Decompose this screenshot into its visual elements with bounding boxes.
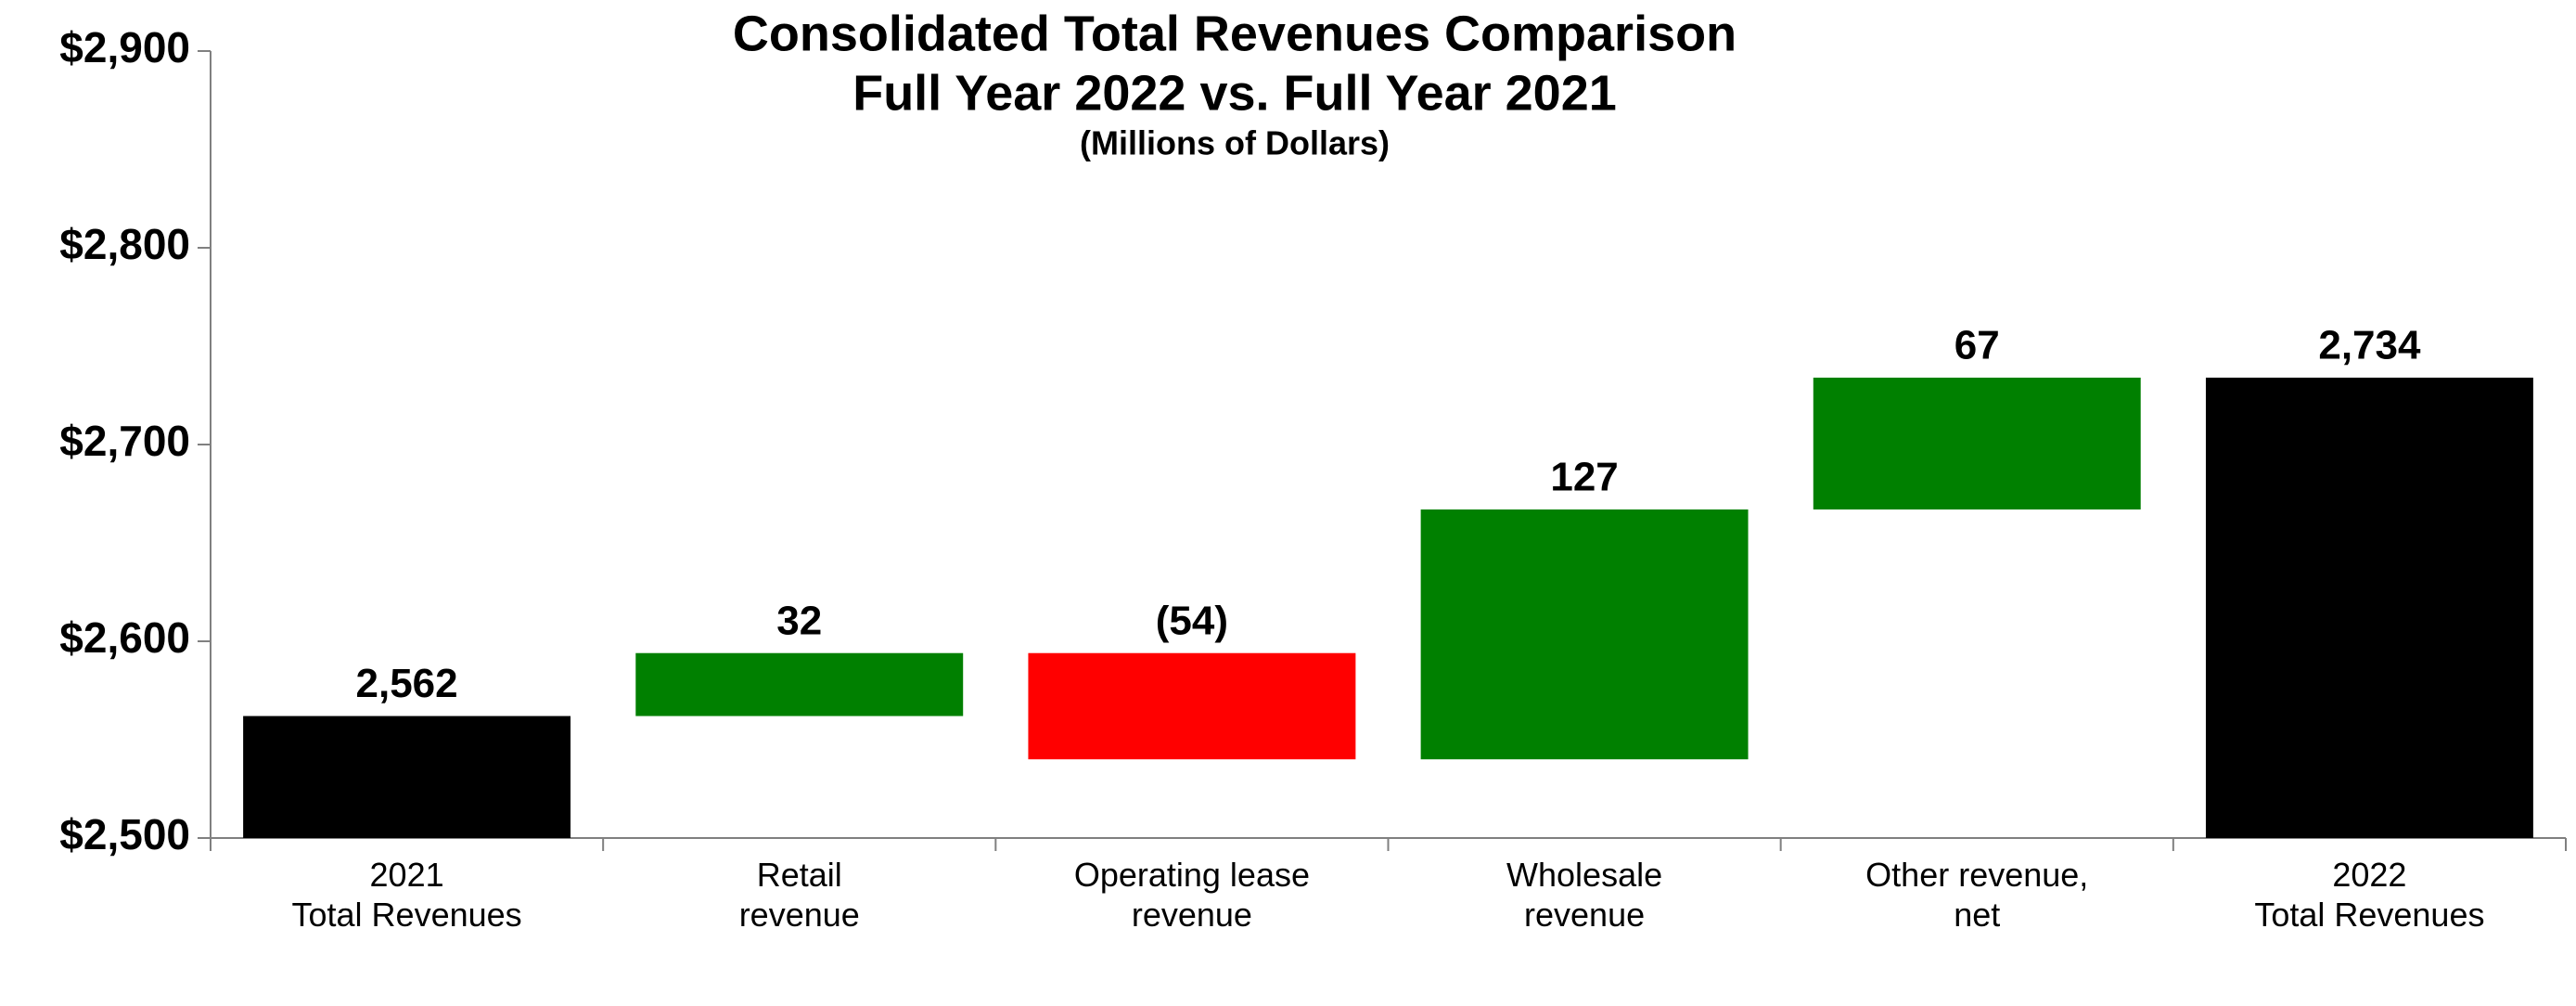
x-tick-label-line: Total Revenues [2254,896,2484,934]
x-tick-label: 2022 Total Revenues [2254,856,2484,934]
x-tick-label: Retail revenue [739,856,860,934]
y-tick-label: $2,500 [59,810,190,858]
value-label: (54) [1156,598,1228,643]
y-tick-label: $2,900 [59,23,190,71]
y-tick-label: $2,800 [59,220,190,268]
x-tick-label: Other revenue, net [1865,856,2088,934]
x-tick-label-line: 2021 [370,856,444,894]
value-label: 127 [1550,455,1618,500]
bar [635,652,964,716]
y-tick-label: $2,700 [59,417,190,465]
y-tick-label: $2,600 [59,613,190,662]
x-tick-label-line: 2022 [2332,856,2406,894]
bar [2205,377,2533,838]
value-label: 2,734 [2318,323,2421,368]
x-tick-label: Wholesale revenue [1506,856,1662,934]
x-tick-label-line: revenue [739,896,860,934]
value-label: 32 [776,598,822,643]
chart-subtitle: Full Year 2022 vs. Full Year 2021 [852,65,1617,121]
bar [1420,509,1749,760]
x-tick-label-line: Retail [757,856,842,894]
x-tick-label-line: Other revenue, [1865,856,2088,894]
chart-note: (Millions of Dollars) [1080,124,1390,162]
value-label: 67 [1954,323,2000,368]
chart-title: Consolidated Total Revenues Comparison [733,6,1737,61]
x-tick-label-line: Total Revenues [292,896,522,934]
x-tick-label: 2021 Total Revenues [292,856,522,934]
x-tick-label-line: revenue [1524,896,1645,934]
x-tick-label-line: revenue [1132,896,1252,934]
x-tick-label-line: Wholesale [1506,856,1662,894]
x-tick-label-line: net [1954,896,2000,934]
bar [1028,652,1356,760]
x-tick-label-line: Operating lease [1074,856,1310,894]
bar [1813,377,2141,509]
bar [243,716,571,838]
x-tick-label: Operating lease revenue [1074,856,1310,934]
value-label: 2,562 [356,661,458,706]
